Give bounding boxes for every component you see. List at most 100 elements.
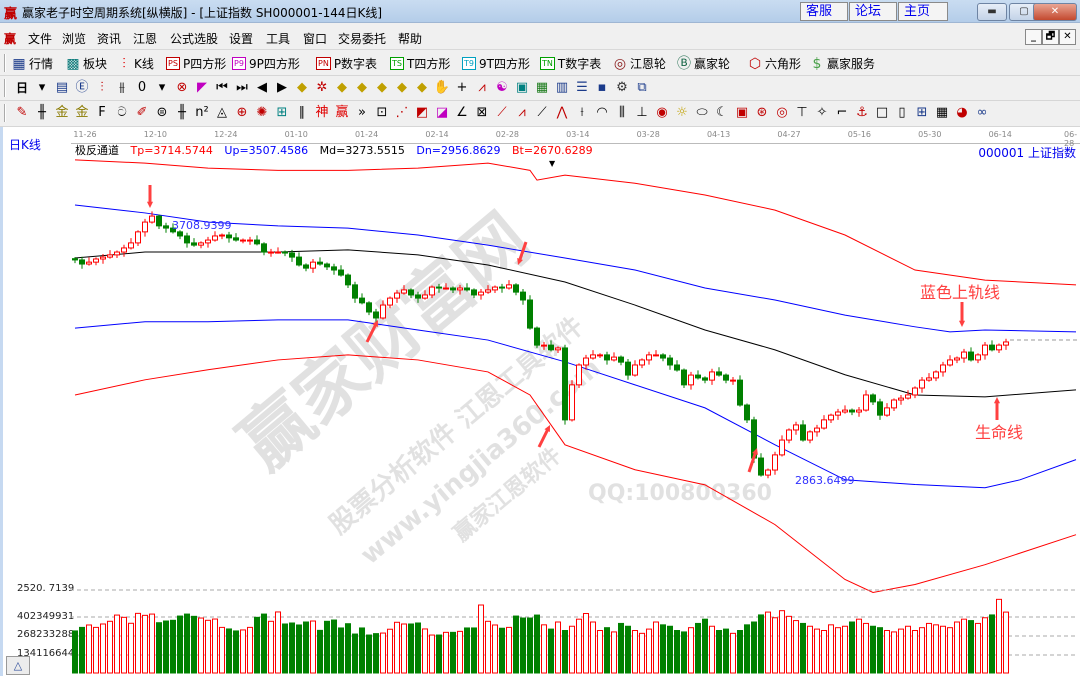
menu-5[interactable]: 设置 bbox=[229, 32, 254, 46]
seal-icon[interactable]: ▣ bbox=[735, 105, 749, 120]
book-icon[interactable]: ▯ bbox=[898, 105, 906, 120]
link-icon[interactable]: ∞ bbox=[976, 105, 988, 120]
close-button[interactable]: ✕ bbox=[1033, 3, 1077, 21]
time-zone-icon[interactable]: ⫼ bbox=[619, 105, 625, 120]
more-icon[interactable]: » bbox=[358, 105, 366, 120]
hand-icon[interactable]: ✋ bbox=[433, 80, 451, 95]
mdi-restore-button[interactable]: 🗗 bbox=[1042, 29, 1059, 45]
ying-icon[interactable]: 赢 bbox=[335, 105, 349, 120]
bars-icon[interactable]: ⫶ bbox=[100, 80, 104, 95]
diamond-right-icon[interactable]: ◆ bbox=[377, 80, 387, 95]
crosshair-icon[interactable]: + bbox=[456, 80, 468, 95]
toolbar-button-tn-box[interactable]: TN T数字表 bbox=[540, 55, 601, 72]
mdi-close-button[interactable]: ✕ bbox=[1059, 29, 1076, 45]
period-select[interactable]: 日 bbox=[15, 81, 28, 95]
toolbar-button-candlestick[interactable]: ⫶ K线 bbox=[117, 55, 154, 72]
last-icon[interactable]: ⏭ bbox=[236, 80, 248, 95]
mask-icon[interactable]: ☯ bbox=[496, 80, 508, 95]
toolbar-grip[interactable] bbox=[4, 104, 6, 122]
menu-3[interactable]: 江恩 bbox=[133, 32, 158, 46]
save-icon[interactable]: ▪ bbox=[597, 80, 607, 95]
fan-lines-icon[interactable]: ⟋ bbox=[537, 105, 547, 120]
menu-1[interactable]: 浏览 bbox=[62, 32, 87, 46]
target-icon[interactable]: ⊕ bbox=[236, 105, 248, 120]
gann-fan-icon[interactable]: ◪ bbox=[435, 105, 449, 120]
diamond-left-icon[interactable]: ◆ bbox=[357, 80, 367, 95]
toolbar-button-ps-box[interactable]: PS P四方形 bbox=[166, 55, 226, 72]
toolbar-button-dollar[interactable]: $ 赢家服务 bbox=[810, 55, 875, 72]
diamond-step-icon[interactable]: ◆ bbox=[417, 80, 427, 95]
toolbar-grip[interactable] bbox=[4, 79, 6, 97]
tn-icon[interactable]: ▣ bbox=[515, 80, 529, 95]
marker-icon[interactable]: ✐ bbox=[136, 105, 148, 120]
toolbar-button-t9-box[interactable]: T9 9T四方形 bbox=[462, 55, 530, 72]
grid-lines-icon[interactable]: ╫ bbox=[178, 105, 186, 120]
layout-icon[interactable]: ▦ bbox=[935, 105, 949, 120]
radial-icon[interactable]: ✺ bbox=[256, 105, 268, 120]
ratio-icon[interactable]: ⊥ bbox=[636, 105, 648, 120]
toolbar-button-quote-table[interactable]: ▦ 行情 bbox=[12, 55, 53, 72]
menu-7[interactable]: 窗口 bbox=[303, 32, 328, 46]
angle-icon[interactable]: ∠ bbox=[456, 105, 468, 120]
diamond-down-icon[interactable]: ◆ bbox=[337, 80, 347, 95]
circles-icon[interactable]: ◉ bbox=[656, 105, 668, 120]
prev-icon[interactable]: ◀ bbox=[257, 80, 267, 95]
square-rays-icon[interactable]: ⊠ bbox=[476, 105, 488, 120]
export-icon[interactable]: ⧉ bbox=[637, 80, 647, 95]
gold-icon[interactable]: 金 bbox=[55, 105, 69, 120]
lines-icon[interactable]: ⩘ bbox=[518, 105, 526, 120]
calendar-icon[interactable]: ▦ bbox=[535, 80, 549, 95]
fib-lines-icon[interactable]: ╫ bbox=[38, 105, 46, 120]
zero-icon[interactable]: 0 bbox=[137, 80, 147, 95]
compass-icon[interactable]: ✲ bbox=[316, 80, 328, 95]
calc-icon[interactable]: ▥ bbox=[555, 80, 569, 95]
arc-icon[interactable]: ◠ bbox=[596, 105, 608, 120]
n2-icon[interactable]: n² bbox=[195, 105, 209, 120]
toolbar-button-pn-box[interactable]: PN P数字表 bbox=[316, 55, 377, 72]
settings-icon[interactable]: ⚙ bbox=[616, 80, 628, 95]
planet-icon[interactable]: ⊛ bbox=[756, 105, 768, 120]
toolbar-button-gann-wheel[interactable]: ◎ 江恩轮 bbox=[613, 55, 666, 72]
menu-9[interactable]: 帮助 bbox=[398, 32, 423, 46]
kline-chart-panel[interactable]: 日K线 11-26 12-10 12-24 01-10 01-24 02-14 02-28 0… bbox=[0, 127, 1080, 676]
parallel-icon[interactable]: ∥ bbox=[298, 105, 306, 120]
minimize-button[interactable]: ▬ bbox=[977, 3, 1007, 21]
toolbar-button-big-wheel[interactable]: Ⓑ 赢家轮 bbox=[677, 55, 730, 72]
next-icon[interactable]: ▶ bbox=[277, 80, 287, 95]
trend-icon[interactable]: ⩘ bbox=[478, 80, 486, 95]
toolbar-button-ts-box[interactable]: TS T四方形 bbox=[390, 55, 450, 72]
triangle-icon[interactable]: ◬ bbox=[217, 105, 227, 120]
forum-link[interactable]: 论坛 bbox=[849, 2, 897, 21]
fan-box-icon[interactable]: ◩ bbox=[415, 105, 429, 120]
indicator-icon[interactable]: Ⓔ bbox=[75, 80, 89, 95]
customer-service-link[interactable]: 客服 bbox=[800, 2, 848, 21]
diamond-up-icon[interactable]: ◆ bbox=[297, 80, 307, 95]
first-icon[interactable]: ⏮ bbox=[216, 80, 228, 95]
menu-0[interactable]: 文件 bbox=[28, 32, 53, 46]
gold2-icon[interactable]: 金 bbox=[75, 105, 89, 120]
homepage-link[interactable]: 主页 bbox=[898, 2, 948, 21]
mdi-minimize-button[interactable]: _ bbox=[1025, 29, 1042, 45]
zigzag-icon[interactable]: ⋀ bbox=[556, 105, 568, 120]
measure-icon[interactable]: ⟊ bbox=[580, 105, 584, 120]
menu-4[interactable]: 公式选股 bbox=[170, 32, 219, 46]
palette-icon[interactable]: ◕ bbox=[956, 105, 968, 120]
chart-type-icon[interactable]: ▤ bbox=[55, 80, 69, 95]
diamond-zoom-icon[interactable]: ◆ bbox=[397, 80, 407, 95]
circle-lines-icon[interactable]: ⊜ bbox=[156, 105, 168, 120]
collapse-panel-button[interactable]: △ bbox=[6, 656, 30, 675]
box-icon[interactable]: ⊡ bbox=[376, 105, 388, 120]
list-icon[interactable]: ☰ bbox=[576, 80, 588, 95]
ray-icon[interactable]: ⟋ bbox=[497, 105, 507, 120]
period-dropdown-icon[interactable]: ▾ bbox=[38, 80, 46, 95]
axes-icon[interactable]: ⊤ bbox=[796, 105, 808, 120]
anchor-icon[interactable]: ⚓ bbox=[856, 105, 868, 120]
menu-6[interactable]: 工具 bbox=[266, 32, 291, 46]
menu-2[interactable]: 资讯 bbox=[97, 32, 122, 46]
square-target-icon[interactable]: ⊞ bbox=[276, 105, 288, 120]
toolbar-button-sector-grid[interactable]: ▩ 板块 bbox=[66, 55, 107, 72]
spiral-icon[interactable]: ට bbox=[117, 105, 127, 120]
moon-icon[interactable]: ☾ bbox=[716, 105, 728, 120]
dropdown-icon[interactable]: ▾ bbox=[158, 80, 166, 95]
f-lines-icon[interactable]: F bbox=[98, 105, 106, 120]
